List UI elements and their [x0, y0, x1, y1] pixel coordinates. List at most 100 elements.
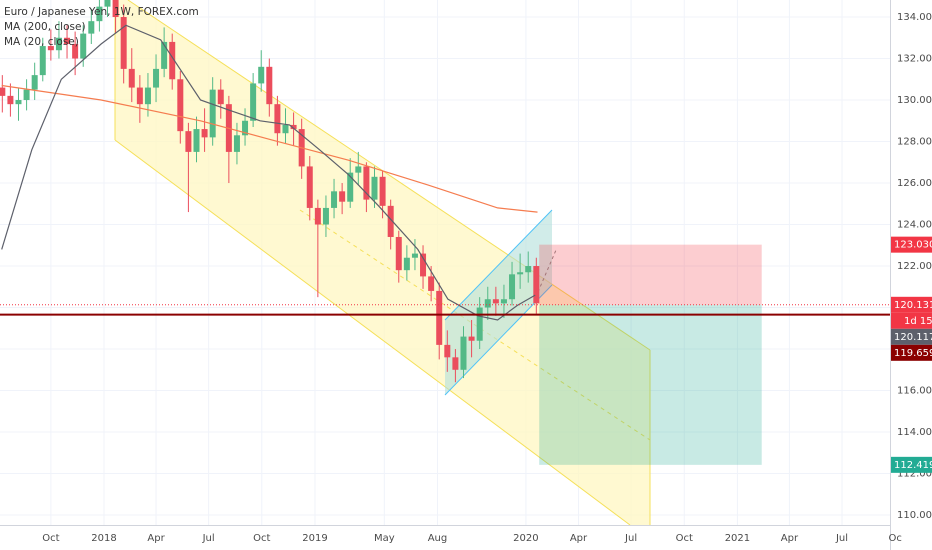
y-tick-label: 122.000	[897, 261, 932, 272]
candle-body	[452, 357, 459, 370]
price-tag	[891, 296, 932, 313]
x-tick-label: Apr	[781, 533, 799, 544]
candle-body	[258, 66, 265, 84]
candle-body	[314, 207, 321, 225]
countdown: 1d 15h	[904, 316, 932, 327]
candle-body	[290, 124, 297, 130]
candle-body	[104, 0, 111, 7]
x-tick-label: 2020	[513, 533, 538, 544]
candle-body	[39, 46, 46, 76]
candle-body	[428, 276, 435, 291]
candle-body	[517, 272, 524, 275]
candle-body	[322, 207, 329, 225]
x-tick-label: Oc	[889, 533, 902, 544]
channel-top	[127, 0, 651, 351]
price-channel	[115, 0, 650, 525]
target-zone	[539, 304, 762, 465]
legend-entry: MA (200, close)	[4, 21, 86, 33]
candle-body	[217, 89, 224, 105]
candle-body	[411, 253, 418, 258]
y-tick-label: 128.000	[897, 137, 932, 148]
countdown-tag	[891, 312, 932, 329]
x-tick-label: Aug	[428, 533, 448, 544]
candle-body	[339, 191, 346, 202]
candle-body	[403, 257, 410, 271]
y-tick-label: 134.000	[897, 12, 932, 23]
candle-body	[0, 87, 6, 96]
x-tick-label: Oct	[42, 533, 59, 544]
candle-body	[55, 37, 62, 51]
candle-body	[31, 75, 38, 90]
candle-body	[177, 79, 184, 132]
y-tick-label: 126.000	[897, 178, 932, 189]
time-axis	[0, 525, 890, 550]
candle-body	[500, 299, 507, 304]
moving-average	[1, 24, 536, 321]
projection	[537, 249, 557, 293]
candle-body	[484, 299, 491, 308]
candle-body	[88, 21, 95, 34]
y-tick-label: 132.000	[897, 54, 932, 65]
candle-body	[266, 66, 273, 105]
candle-body	[492, 299, 499, 304]
rising-top	[444, 209, 553, 321]
candle-body	[201, 129, 208, 138]
x-tick-label: 2018	[91, 533, 116, 544]
candle-body	[153, 68, 160, 88]
price-tag	[891, 456, 932, 473]
candle-body	[282, 124, 289, 134]
x-tick-label: Oct	[253, 533, 270, 544]
candle-body	[80, 33, 87, 59]
y-tick-label: 116.000	[897, 386, 932, 397]
candle-body	[371, 176, 378, 200]
candle-body	[120, 17, 127, 69]
candle-body	[331, 191, 338, 208]
candle-body	[161, 41, 168, 69]
price-tag	[891, 328, 932, 345]
x-tick-label: Jul	[202, 533, 215, 544]
candle-body	[420, 253, 427, 277]
candle-body	[193, 129, 200, 152]
x-tick-label: Oct	[676, 533, 693, 544]
candle-body	[72, 43, 79, 59]
candle-body	[387, 205, 394, 237]
candle-body	[306, 166, 313, 208]
legend-entry: MA (20, close)	[4, 36, 79, 48]
candle-body	[233, 135, 240, 152]
price-tag-label: 120.117	[894, 332, 932, 343]
candle-body	[533, 266, 540, 304]
candle-body	[395, 236, 402, 271]
candle-body	[7, 95, 14, 105]
candle-body	[460, 336, 467, 370]
price-tag-label: 119.659	[894, 348, 932, 359]
candle-body	[476, 307, 483, 341]
candle-body	[128, 68, 135, 88]
x-tick-label: 2019	[302, 533, 327, 544]
candle-body	[144, 87, 151, 105]
y-tick-label: 124.000	[897, 220, 932, 231]
candle-body	[509, 274, 516, 300]
y-tick-label: 110.000	[897, 510, 932, 521]
candle-body	[379, 176, 386, 206]
price-tag	[891, 236, 932, 253]
x-tick-label: 2021	[725, 533, 750, 544]
candle-body	[136, 87, 143, 105]
candle-body	[347, 172, 354, 202]
candle-body	[15, 100, 22, 105]
stop-zone	[539, 244, 762, 305]
x-tick-label: Jul	[835, 533, 848, 544]
candle-body	[355, 166, 362, 173]
x-tick-label: May	[374, 533, 395, 544]
chart-title: Euro / Japanese Yen, 1W, FOREX.com	[4, 6, 199, 18]
price-tag-label: 112.419	[894, 460, 932, 471]
moving-average	[1, 84, 538, 213]
candle-body	[242, 120, 249, 136]
candle-body	[250, 83, 257, 121]
channel-bottom	[114, 139, 631, 526]
candle-body	[185, 131, 192, 152]
candle-body	[468, 336, 475, 341]
candle-body	[363, 166, 370, 200]
candle-body	[436, 290, 443, 345]
x-tick-label: Apr	[570, 533, 588, 544]
